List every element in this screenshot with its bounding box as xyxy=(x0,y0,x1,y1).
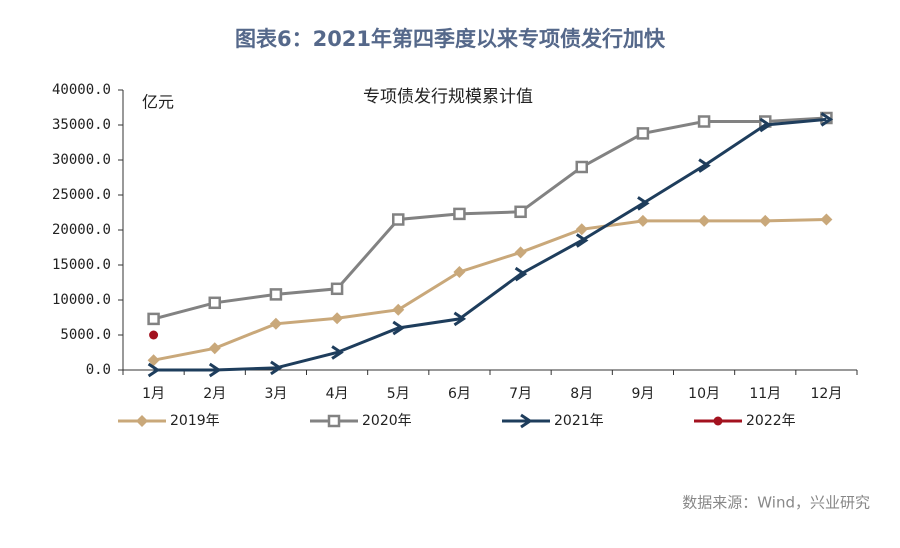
series-line xyxy=(153,117,827,372)
marker xyxy=(331,345,344,360)
marker xyxy=(269,317,282,330)
legend-label: 2022年 xyxy=(746,413,796,429)
x-tick-label: 9月 xyxy=(631,386,654,402)
marker xyxy=(636,127,650,140)
y-tick-label: 25000.0 xyxy=(52,187,111,203)
marker xyxy=(147,312,160,326)
marker xyxy=(149,330,159,340)
marker xyxy=(392,213,405,226)
x-tick-label: 5月 xyxy=(387,386,410,402)
marker xyxy=(269,288,283,301)
marker xyxy=(208,296,221,310)
marker xyxy=(147,362,161,378)
y-tick-label: 20000.0 xyxy=(52,222,111,238)
marker xyxy=(575,233,589,248)
series-line xyxy=(153,218,827,362)
x-tick-label: 10月 xyxy=(688,386,720,402)
x-tick-label: 2月 xyxy=(203,386,226,402)
legend-marker xyxy=(136,415,148,427)
marker xyxy=(697,115,711,128)
y-tick-label: 0.0 xyxy=(86,362,111,378)
legend-marker xyxy=(520,413,533,429)
marker xyxy=(147,354,160,367)
y-tick-label: 15000.0 xyxy=(52,257,111,273)
y-tick-label: 40000.0 xyxy=(52,82,111,98)
marker xyxy=(636,214,649,227)
x-tick-label: 11月 xyxy=(749,386,781,402)
x-tick-label: 12月 xyxy=(811,386,843,402)
marker xyxy=(330,282,344,296)
marker xyxy=(698,158,711,173)
y-tick-label: 35000.0 xyxy=(52,117,111,133)
marker xyxy=(759,214,772,227)
x-tick-label: 6月 xyxy=(448,386,471,402)
legend-label: 2019年 xyxy=(170,413,220,429)
marker xyxy=(453,311,467,327)
marker xyxy=(637,196,650,211)
x-tick-label: 8月 xyxy=(570,386,593,402)
chart-title: 图表6：2021年第四季度以来专项债发行加快 xyxy=(235,27,666,51)
legend-marker xyxy=(327,414,341,428)
legend-label: 2020年 xyxy=(362,413,412,429)
marker xyxy=(392,303,405,316)
y-axis-label: 亿元 xyxy=(142,93,174,112)
y-tick-label: 30000.0 xyxy=(52,152,111,168)
marker xyxy=(514,205,527,219)
legend-label: 2021年 xyxy=(554,413,604,429)
x-tick-label: 3月 xyxy=(264,386,287,402)
marker xyxy=(698,214,711,227)
marker xyxy=(514,246,527,259)
legend-marker xyxy=(713,416,723,426)
y-tick-label: 10000.0 xyxy=(52,292,111,308)
source-note: 数据来源：Wind，兴业研究 xyxy=(682,494,870,512)
x-tick-label: 7月 xyxy=(509,386,532,402)
chart-subtitle: 专项债发行规模累计值 xyxy=(363,87,533,107)
marker xyxy=(820,112,834,127)
marker xyxy=(514,266,528,282)
marker xyxy=(820,213,833,226)
y-tick-label: 5000.0 xyxy=(60,327,111,343)
x-tick-label: 1月 xyxy=(142,386,165,402)
marker xyxy=(392,320,405,336)
marker xyxy=(453,266,466,278)
marker xyxy=(575,223,588,236)
marker xyxy=(270,360,283,376)
marker xyxy=(575,160,588,174)
marker xyxy=(208,362,222,378)
x-tick-label: 4月 xyxy=(326,386,349,402)
marker xyxy=(453,207,466,221)
series-line xyxy=(153,116,827,321)
marker xyxy=(208,342,221,355)
marker xyxy=(759,117,772,133)
marker xyxy=(331,312,344,325)
